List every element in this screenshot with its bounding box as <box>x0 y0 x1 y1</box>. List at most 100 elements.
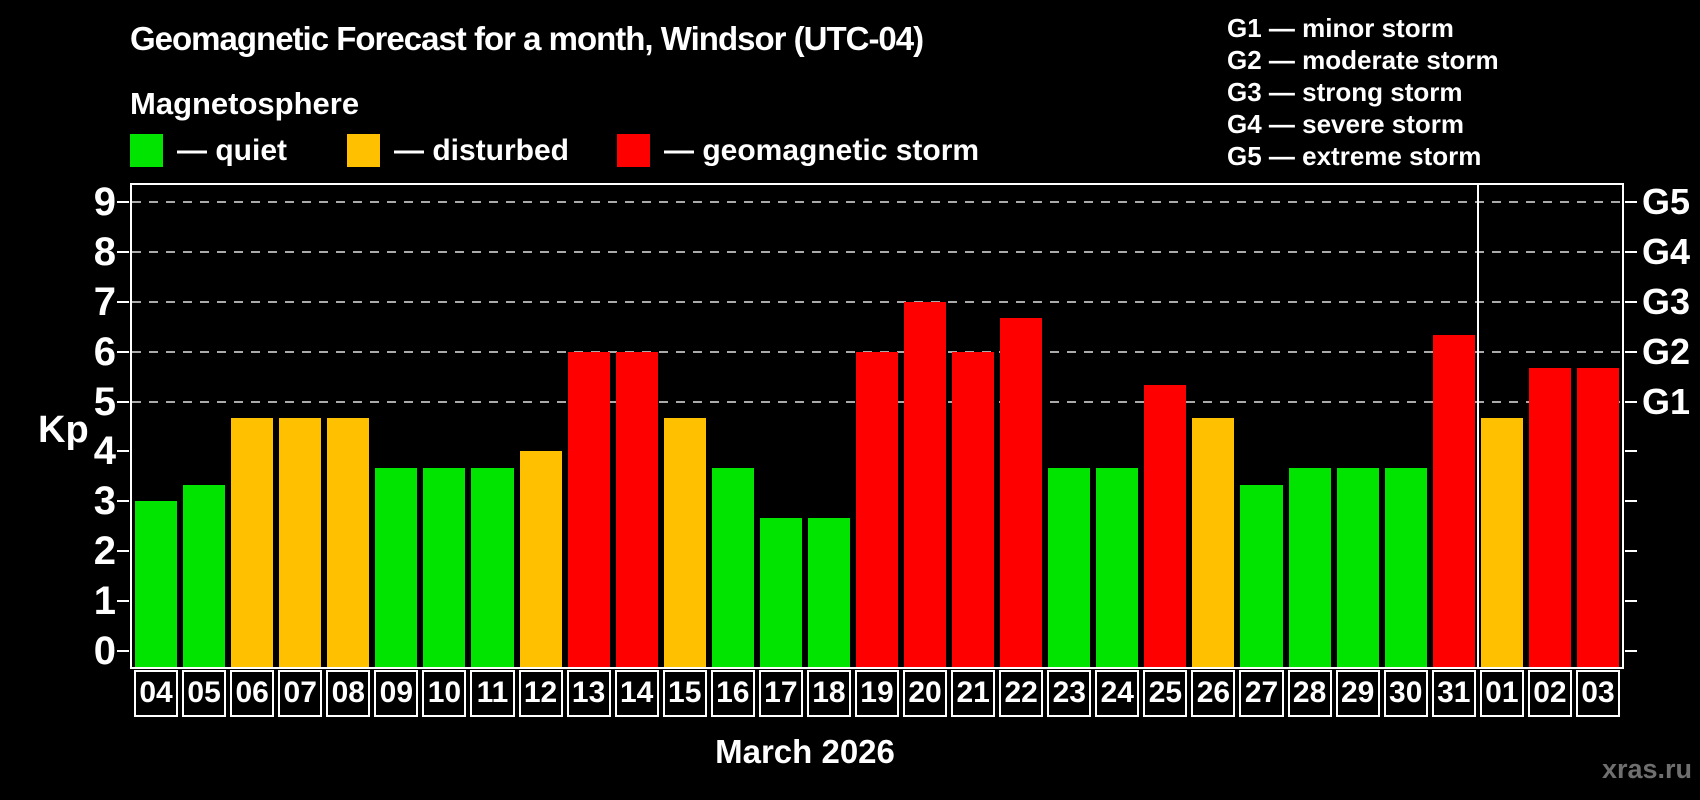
y-tick-label-4: 4 <box>93 429 116 474</box>
kp-bar-03 <box>1576 368 1619 667</box>
date-cell-13: 13 <box>566 670 611 717</box>
kp-bar-05 <box>183 484 226 667</box>
date-cell-19: 19 <box>854 670 900 717</box>
date-cell-03: 03 <box>1575 670 1620 717</box>
kp-bar-09 <box>375 467 418 667</box>
gridline-kp8 <box>132 250 1622 253</box>
kp-bar-16 <box>711 467 754 667</box>
date-cell-31: 31 <box>1431 670 1476 717</box>
date-cell-05: 05 <box>182 670 227 717</box>
y-tick-label-5: 5 <box>93 379 116 424</box>
kp-bar-24 <box>1096 467 1139 667</box>
kp-bar-14 <box>615 351 658 667</box>
date-cell-18: 18 <box>806 670 851 717</box>
left-tick-kp7 <box>117 300 129 303</box>
kp-bar-10 <box>423 467 466 667</box>
kp-bar-23 <box>1048 467 1091 667</box>
kp-bar-04 <box>135 501 178 667</box>
right-tick-kp6 <box>1625 350 1637 353</box>
chart-subtitle: Magnetosphere <box>130 86 360 121</box>
g-legend-line-g2: G2 — moderate storm <box>1227 45 1499 75</box>
kp-bar-06 <box>231 417 274 667</box>
legend-item-quiet: — quiet <box>130 134 287 167</box>
y-tick-label-3: 3 <box>93 479 116 524</box>
date-cell-17: 17 <box>758 670 803 717</box>
kp-bar-25 <box>1144 385 1187 667</box>
kp-bar-15 <box>663 417 706 667</box>
kp-bar-02 <box>1528 368 1571 667</box>
y-tick-label-2: 2 <box>93 529 116 574</box>
kp-bar-21 <box>952 351 995 667</box>
date-cell-08: 08 <box>326 670 371 717</box>
kp-bar-17 <box>759 517 802 667</box>
date-cell-11: 11 <box>470 670 515 717</box>
kp-bar-20 <box>904 301 947 667</box>
kp-bar-12 <box>519 451 562 667</box>
gridline-kp6 <box>132 350 1622 353</box>
kp-bar-27 <box>1240 484 1283 667</box>
left-tick-kp3 <box>117 500 129 503</box>
kp-bar-07 <box>279 417 322 667</box>
date-cell-02: 02 <box>1527 670 1572 717</box>
disturbed-color-swatch <box>347 134 380 167</box>
date-cell-09: 09 <box>374 670 419 717</box>
kp-bar-31 <box>1432 335 1475 667</box>
date-cell-24: 24 <box>1095 670 1140 717</box>
date-cell-12: 12 <box>518 670 563 717</box>
legend-item-storm: — geomagnetic storm <box>617 134 979 167</box>
left-tick-kp4 <box>117 450 129 453</box>
y-tick-label-8: 8 <box>93 229 116 274</box>
g-legend-line-g3: G3 — strong storm <box>1227 77 1463 107</box>
y-tick-label-1: 1 <box>93 579 116 624</box>
date-cell-26: 26 <box>1191 670 1236 717</box>
kp-bar-11 <box>471 467 514 667</box>
date-cell-14: 14 <box>614 670 659 717</box>
chart-title: Geomagnetic Forecast for a month, Windso… <box>130 20 924 57</box>
gridline-kp9 <box>132 200 1622 203</box>
g-scale-axis-label-g3: G3 <box>1642 280 1691 322</box>
kp-bar-01 <box>1480 417 1523 667</box>
date-cell-06: 06 <box>230 670 275 717</box>
date-cell-22: 22 <box>999 670 1044 717</box>
kp-bar-26 <box>1192 417 1235 667</box>
gridline-kp7 <box>132 300 1622 303</box>
left-tick-kp2 <box>117 550 129 553</box>
date-cell-30: 30 <box>1383 670 1428 717</box>
g-scale-axis-label-g4: G4 <box>1642 230 1691 272</box>
legend-label-storm: — geomagnetic storm <box>664 133 980 167</box>
date-cell-04: 04 <box>134 670 179 717</box>
date-cell-20: 20 <box>903 670 948 717</box>
date-cell-16: 16 <box>710 670 755 717</box>
right-tick-kp1 <box>1625 600 1637 603</box>
right-tick-kp5 <box>1625 400 1637 403</box>
g-scale-axis-label-g2: G2 <box>1642 330 1691 372</box>
plot-area <box>130 183 1624 669</box>
date-cell-28: 28 <box>1287 670 1332 717</box>
right-tick-kp2 <box>1625 550 1637 553</box>
right-tick-kp7 <box>1625 300 1637 303</box>
left-tick-kp9 <box>117 200 129 203</box>
left-tick-kp5 <box>117 400 129 403</box>
watermark: xras.ru <box>1601 754 1692 784</box>
right-tick-kp0 <box>1625 650 1637 652</box>
plot-inner <box>132 185 1622 667</box>
date-cell-10: 10 <box>422 670 467 717</box>
quiet-color-swatch <box>130 134 163 167</box>
y-tick-label-0: 0 <box>93 629 116 673</box>
right-tick-kp3 <box>1625 500 1637 503</box>
g-legend-line-g1: G1 — minor storm <box>1227 13 1454 43</box>
g-scale-legend: G1 — minor storm G2 — moderate storm G3 … <box>1227 12 1499 172</box>
y-axis-label: Kp <box>38 409 89 451</box>
right-tick-kp8 <box>1625 250 1637 253</box>
kp-bar-13 <box>567 351 610 667</box>
kp-bar-08 <box>327 417 370 667</box>
legend-label-disturbed: — disturbed <box>394 133 570 167</box>
storm-color-swatch <box>617 134 650 167</box>
month-divider-line <box>1476 185 1479 667</box>
left-tick-kp8 <box>117 250 129 253</box>
kp-bar-28 <box>1288 467 1331 667</box>
date-cell-29: 29 <box>1335 670 1380 717</box>
date-cell-25: 25 <box>1143 670 1188 717</box>
left-tick-kp1 <box>117 600 129 603</box>
kp-bar-29 <box>1336 467 1379 667</box>
